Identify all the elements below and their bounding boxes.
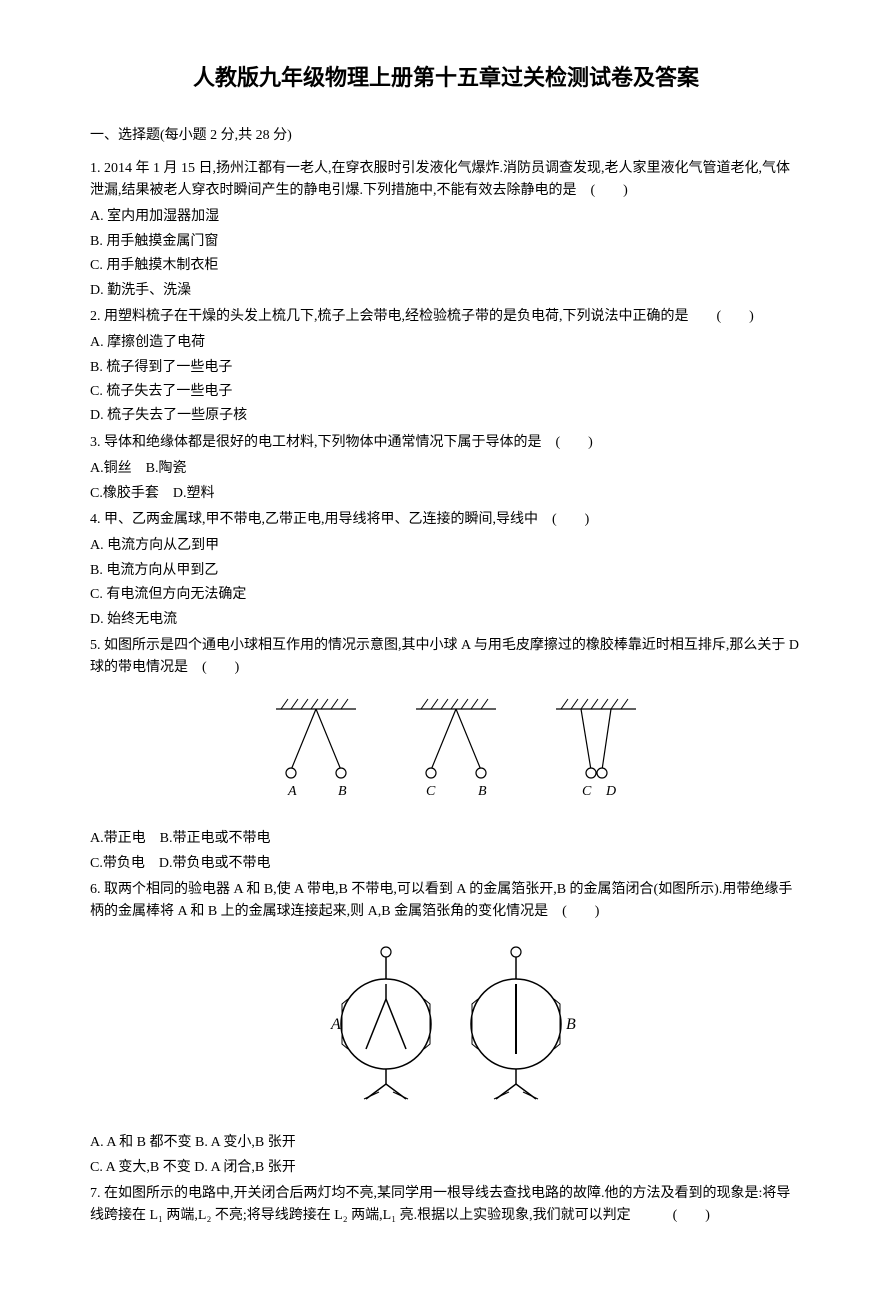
q2-opt-a: A. 摩擦创造了电荷 <box>90 332 802 354</box>
q4-opt-d: D. 始终无电流 <box>90 609 802 631</box>
q2-opt-d: D. 梳子失去了一些原子核 <box>90 405 802 427</box>
q5-opt-ab: A.带正电 B.带正电或不带电 <box>90 828 802 850</box>
q2-opt-c: C. 梳子失去了一些电子 <box>90 381 802 403</box>
label-a: A <box>287 784 297 799</box>
q3-line2: C.橡胶手套 D.塑料 <box>90 483 802 505</box>
q4-opt-c: C. 有电流但方向无法确定 <box>90 584 802 606</box>
q1-opt-d: D. 勤洗手、洗澡 <box>90 280 802 302</box>
q6-opt-cd: C. A 变大,B 不变 D. A 闭合,B 张开 <box>90 1157 802 1179</box>
q6-stem: 6. 取两个相同的验电器 A 和 B,使 A 带电,B 不带电,可以看到 A 的… <box>90 879 802 924</box>
q2-opt-b: B. 梳子得到了一些电子 <box>90 357 802 379</box>
label-b: B <box>338 784 347 799</box>
q1-stem: 1. 2014 年 1 月 15 日,扬州江都有一老人,在穿衣服时引发液化气爆炸… <box>90 158 802 203</box>
label-d: D <box>605 784 616 799</box>
q4-opt-b: B. 电流方向从甲到乙 <box>90 560 802 582</box>
q5-figure: A B C B <box>90 695 802 813</box>
section-header: 一、选择题(每小题 2 分,共 28 分) <box>90 125 802 147</box>
label-c2: C <box>582 784 592 799</box>
electroscope-diagram: A B <box>286 939 606 1109</box>
page-title: 人教版九年级物理上册第十五章过关检测试卷及答案 <box>90 60 802 95</box>
q6-opt-ab: A. A 和 B 都不变 B. A 变小,B 张开 <box>90 1132 802 1154</box>
electroscope-label-a: A <box>330 1016 341 1033</box>
label-c: C <box>426 784 436 799</box>
q4-opt-a: A. 电流方向从乙到甲 <box>90 535 802 557</box>
label-b2: B <box>478 784 487 799</box>
q7-stem: 7. 在如图所示的电路中,开关闭合后两灯均不亮,某同学用一根导线去查找电路的故障… <box>90 1183 802 1228</box>
q5-opt-cd: C.带负电 D.带负电或不带电 <box>90 853 802 875</box>
pendulum-diagram: A B C B <box>236 695 656 805</box>
q6-figure: A B <box>90 939 802 1117</box>
electroscope-label-b: B <box>566 1016 576 1033</box>
q1-opt-c: C. 用手触摸木制衣柜 <box>90 255 802 277</box>
q3-stem: 3. 导体和绝缘体都是很好的电工材料,下列物体中通常情况下属于导体的是 ( ) <box>90 432 802 454</box>
q2-stem: 2. 用塑料梳子在干燥的头发上梳几下,梳子上会带电,经检验梳子带的是负电荷,下列… <box>90 306 802 328</box>
q3-line1: A.铜丝 B.陶瓷 <box>90 458 802 480</box>
q4-stem: 4. 甲、乙两金属球,甲不带电,乙带正电,用导线将甲、乙连接的瞬间,导线中 ( … <box>90 509 802 531</box>
q5-stem: 5. 如图所示是四个通电小球相互作用的情况示意图,其中小球 A 与用毛皮摩擦过的… <box>90 635 802 680</box>
q1-opt-a: A. 室内用加湿器加湿 <box>90 206 802 228</box>
q1-opt-b: B. 用手触摸金属门窗 <box>90 231 802 253</box>
